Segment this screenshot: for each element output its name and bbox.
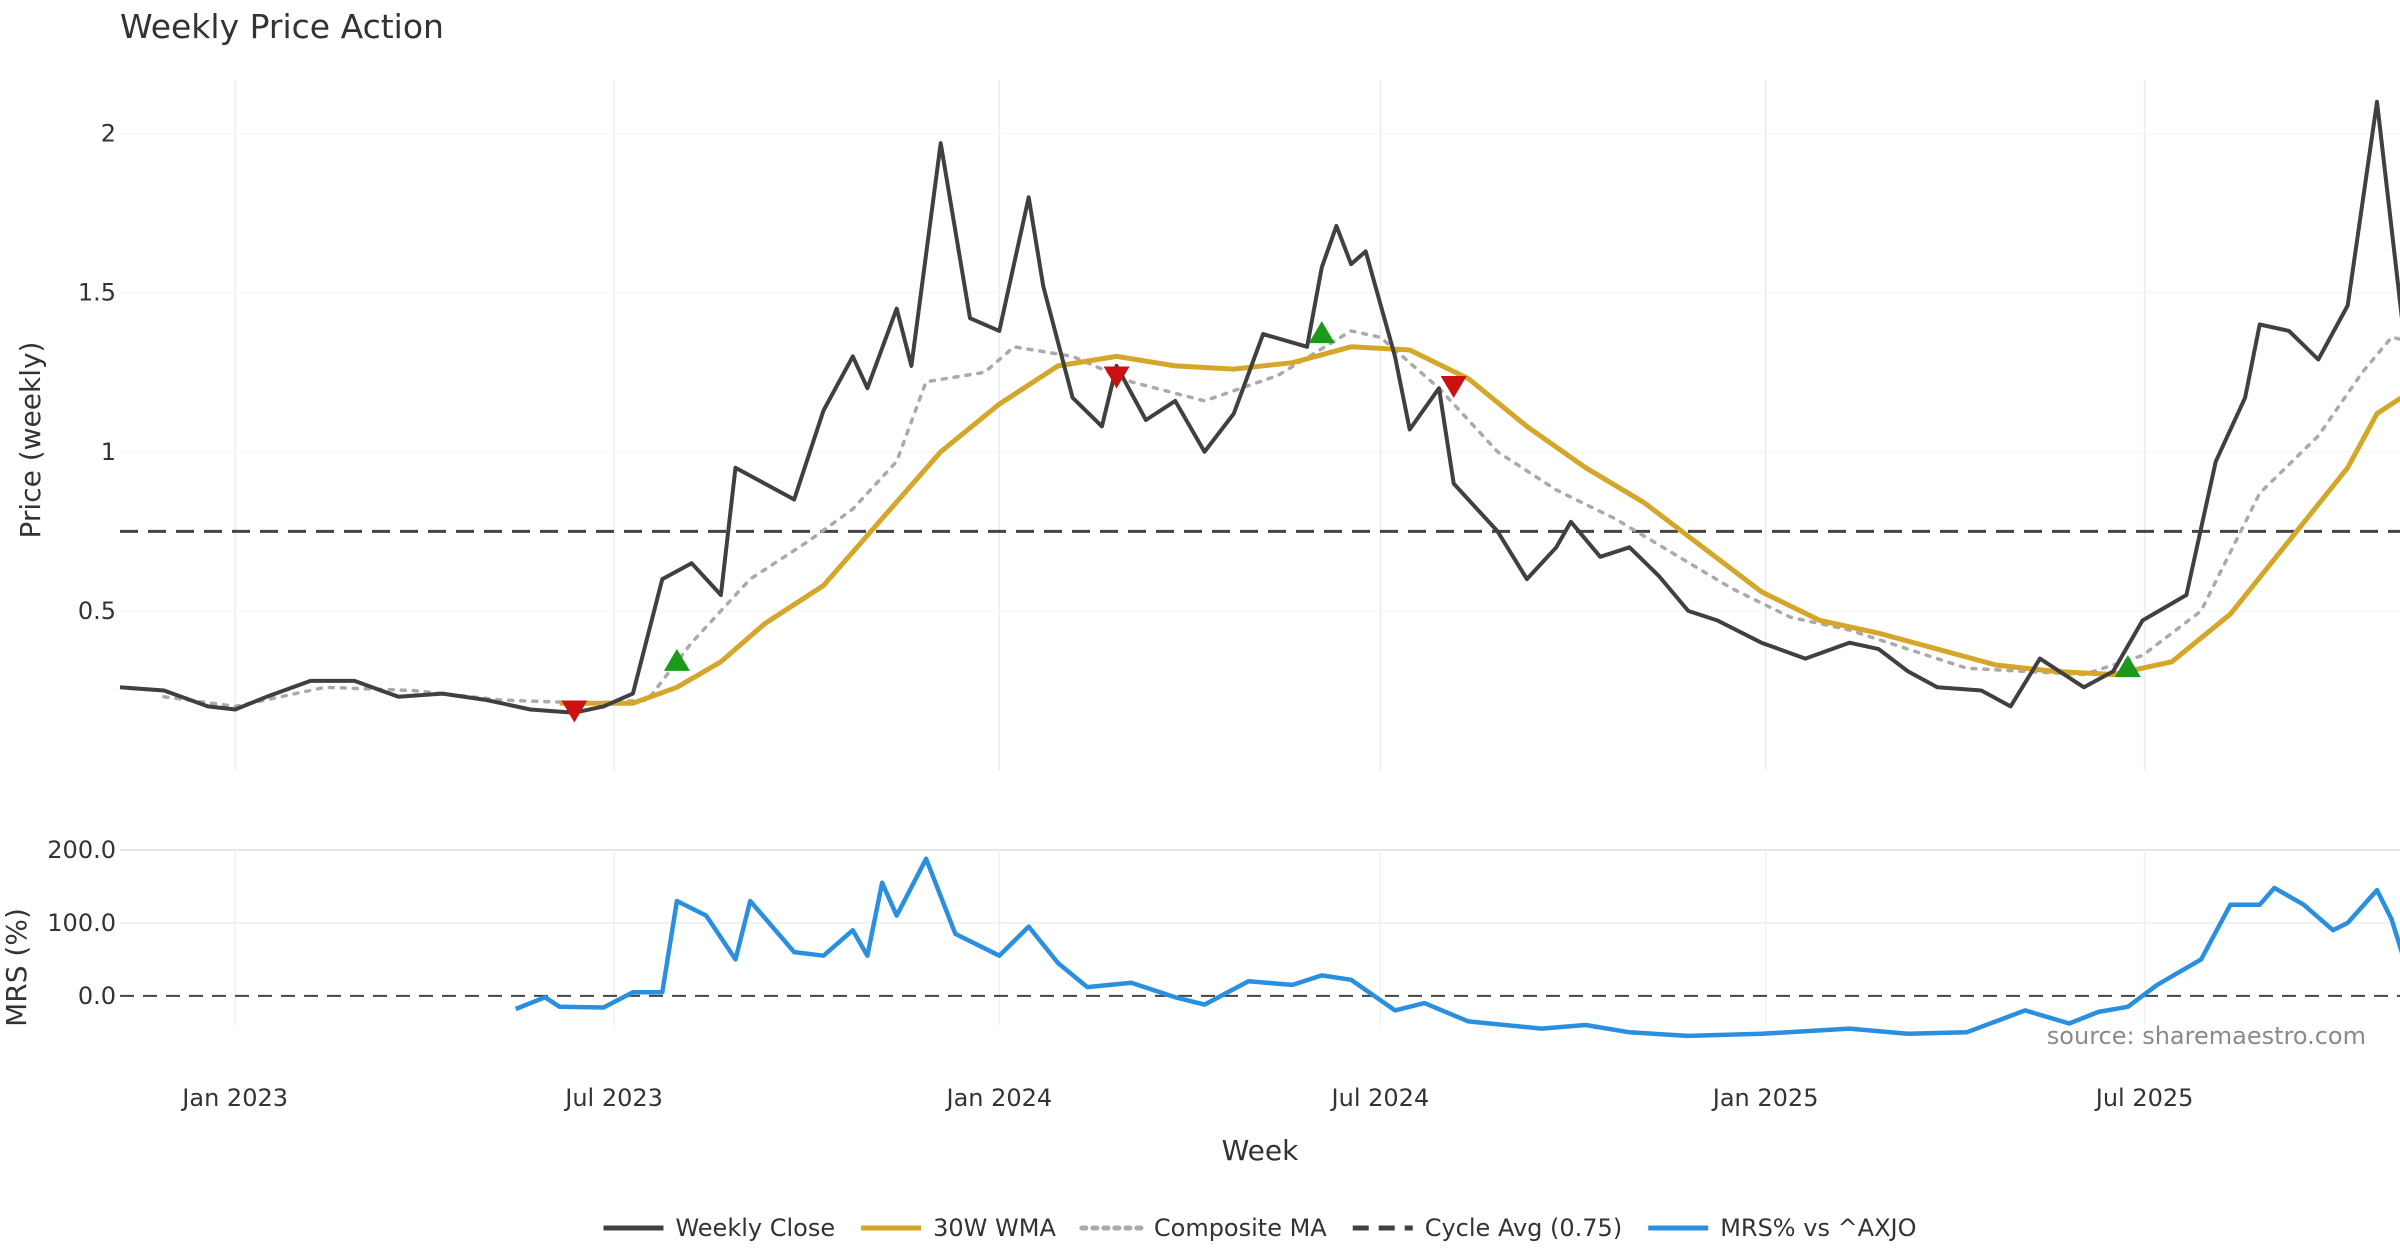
series-composite-ma xyxy=(162,329,2400,709)
price-gridlines xyxy=(120,80,2400,770)
price-y-tick-label: 1.5 xyxy=(78,279,116,307)
mrs-y-ticks: 0.0 100.0 200.0 xyxy=(47,836,116,1010)
price-y-axis-label: Price (weekly) xyxy=(14,342,47,539)
x-tick-label: Jan 2024 xyxy=(944,1084,1052,1112)
x-tick-label: Jan 2025 xyxy=(1711,1084,1819,1112)
mrs-y-tick-label: 200.0 xyxy=(47,836,116,864)
series-mrs-vs-axjo xyxy=(514,856,2400,1039)
mrs-y-tick-label: 100.0 xyxy=(47,909,116,937)
price-y-tick-label: 2 xyxy=(101,120,116,148)
sell-signal-marker xyxy=(1440,376,1467,398)
legend-label: Composite MA xyxy=(1154,1214,1327,1242)
price-series xyxy=(119,99,2400,715)
x-tick-label: Jul 2024 xyxy=(1330,1084,1430,1112)
legend-label: 30W WMA xyxy=(933,1214,1056,1242)
mrs-gridlines xyxy=(120,849,2400,1025)
price-y-ticks: 0.5 1 1.5 2 xyxy=(78,120,116,625)
buy-signal-marker xyxy=(663,648,690,671)
mrs-series xyxy=(514,856,2400,1039)
signal-markers xyxy=(561,321,2141,723)
series-30w-wma xyxy=(559,344,2400,706)
legend-item-cycle-avg-0-75: Cycle Avg (0.75) xyxy=(1352,1214,1622,1242)
x-axis-ticks: Jan 2023 Jul 2023 Jan 2024 Jul 2024 Jan 2025… xyxy=(180,1084,2193,1112)
legend-item-mrs-vs-axjo: MRS% vs ^AXJO xyxy=(1648,1214,1917,1242)
legend-label: Cycle Avg (0.75) xyxy=(1425,1214,1622,1242)
legend-label: MRS% vs ^AXJO xyxy=(1720,1214,1916,1242)
series-weekly-close xyxy=(119,99,2400,715)
chart-title: Weekly Price Action xyxy=(120,7,444,46)
x-tick-label: Jul 2023 xyxy=(563,1084,663,1112)
x-axis-label: Week xyxy=(1222,1134,1299,1167)
legend: Weekly Close 30W WMA Composite MA Cycle Avg… xyxy=(603,1214,1917,1242)
mrs-y-tick-label: 0.0 xyxy=(78,982,116,1010)
buy-signal-marker xyxy=(2114,655,2141,678)
legend-item-composite-ma: Composite MA xyxy=(1079,1214,1327,1242)
sell-signal-marker xyxy=(561,700,588,723)
sell-signal-marker xyxy=(1103,366,1130,389)
price-y-tick-label: 0.5 xyxy=(78,597,116,625)
x-tick-label: Jan 2023 xyxy=(180,1084,288,1112)
mrs-y-axis-label: MRS (%) xyxy=(0,908,33,1027)
price-y-tick-label: 1 xyxy=(101,438,116,466)
buy-signal-marker xyxy=(1308,321,1335,344)
legend-item-30w-wma: 30W WMA xyxy=(861,1214,1056,1242)
legend-item-weekly-close: Weekly Close xyxy=(603,1214,835,1242)
x-tick-label: Jul 2025 xyxy=(2094,1084,2194,1112)
price-panel: 0.5 1 1.5 2 Price (weekly) xyxy=(14,80,2400,770)
mrs-panel: 0.0 100.0 200.0 MRS (%) source: sharemaest… xyxy=(0,836,2400,1050)
source-label: source: sharemaestro.com xyxy=(2047,1022,2366,1050)
legend-label: Weekly Close xyxy=(675,1214,835,1242)
